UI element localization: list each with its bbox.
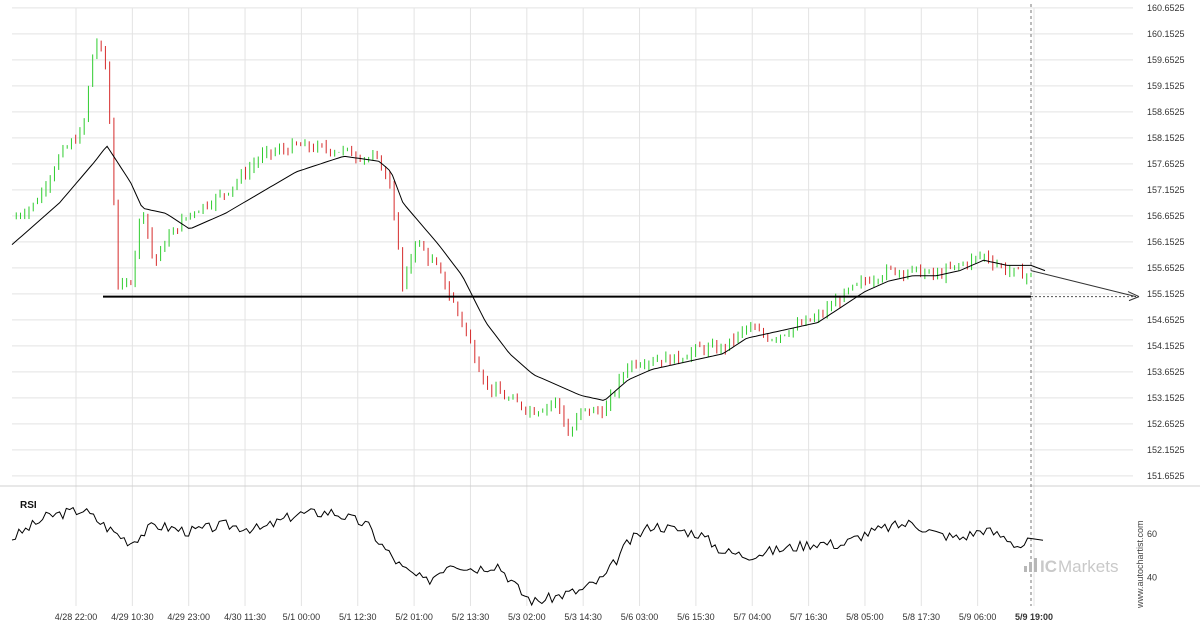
candles	[15, 38, 1032, 437]
x-tick-label: 4/29 23:00	[167, 612, 210, 622]
site-watermark: www.autochartist.com	[1135, 520, 1145, 609]
moving-average	[11, 145, 1046, 401]
y-tick-label: 157.6525	[1147, 159, 1185, 169]
y-tick-label: 154.1525	[1147, 341, 1185, 351]
x-tick-label: 4/29 10:30	[111, 612, 154, 622]
x-tick-label: 5/1 12:30	[339, 612, 377, 622]
forecast-arrowhead	[1127, 291, 1140, 302]
rsi-panel: RSI 60 40	[11, 500, 1157, 607]
y-tick-label: 158.6525	[1147, 107, 1185, 117]
y-tick-label: 151.6525	[1147, 471, 1185, 481]
rsi-tick-label: 60	[1147, 529, 1157, 539]
y-tick-label: 158.1525	[1147, 133, 1185, 143]
y-tick-label: 156.1525	[1147, 237, 1185, 247]
y-tick-label: 152.6525	[1147, 419, 1185, 429]
x-tick-label: 5/7 04:00	[733, 612, 771, 622]
y-tick-label: 153.6525	[1147, 367, 1185, 377]
x-tick-label: 5/3 14:30	[564, 612, 602, 622]
x-tick-label: 5/9 19:00	[1015, 612, 1053, 622]
logo-prefix: IC	[1040, 557, 1057, 576]
x-tick-label: 5/6 15:30	[677, 612, 715, 622]
watermark: IC Markets www.autochartist.com	[1024, 520, 1145, 609]
y-tick-label: 153.1525	[1147, 393, 1185, 403]
x-tick-label: 5/2 13:30	[452, 612, 490, 622]
x-tick-label: 4/28 22:00	[55, 612, 98, 622]
icmarkets-logo: IC Markets	[1024, 557, 1118, 576]
y-tick-label: 154.6525	[1147, 315, 1185, 325]
support-level	[103, 270, 1140, 302]
x-tick-label: 5/8 05:00	[846, 612, 884, 622]
y-tick-label: 155.1525	[1147, 289, 1185, 299]
grid	[0, 4, 1200, 606]
x-tick-label: 5/2 01:00	[395, 612, 433, 622]
x-tick-label: 5/8 17:30	[903, 612, 941, 622]
y-tick-label: 157.1525	[1147, 185, 1185, 195]
rsi-tick-label: 40	[1147, 573, 1157, 583]
x-tick-label: 5/6 03:00	[621, 612, 659, 622]
x-tick-label: 5/3 02:00	[508, 612, 546, 622]
y-tick-label: 160.6525	[1147, 3, 1185, 13]
rsi-title: RSI	[20, 500, 37, 511]
y-tick-label: 156.6525	[1147, 211, 1185, 221]
y-tick-label: 155.6525	[1147, 263, 1185, 273]
x-tick-label: 5/1 00:00	[283, 612, 321, 622]
x-tick-label: 4/30 11:30	[224, 612, 266, 622]
x-tick-label: 5/7 16:30	[790, 612, 828, 622]
y-tick-label: 159.6525	[1147, 55, 1185, 65]
y-tick-label: 160.1525	[1147, 29, 1185, 39]
logo-name: Markets	[1058, 557, 1118, 576]
axes: 160.6525 160.1525 159.6525 159.1525 158.6525…	[55, 3, 1185, 622]
y-tick-label: 152.1525	[1147, 445, 1185, 455]
rsi-line	[11, 506, 1044, 607]
forecast-arrow	[1030, 270, 1137, 298]
ma-line	[11, 145, 1046, 401]
x-tick-label: 5/9 06:00	[959, 612, 997, 622]
y-tick-label: 159.1525	[1147, 81, 1185, 91]
